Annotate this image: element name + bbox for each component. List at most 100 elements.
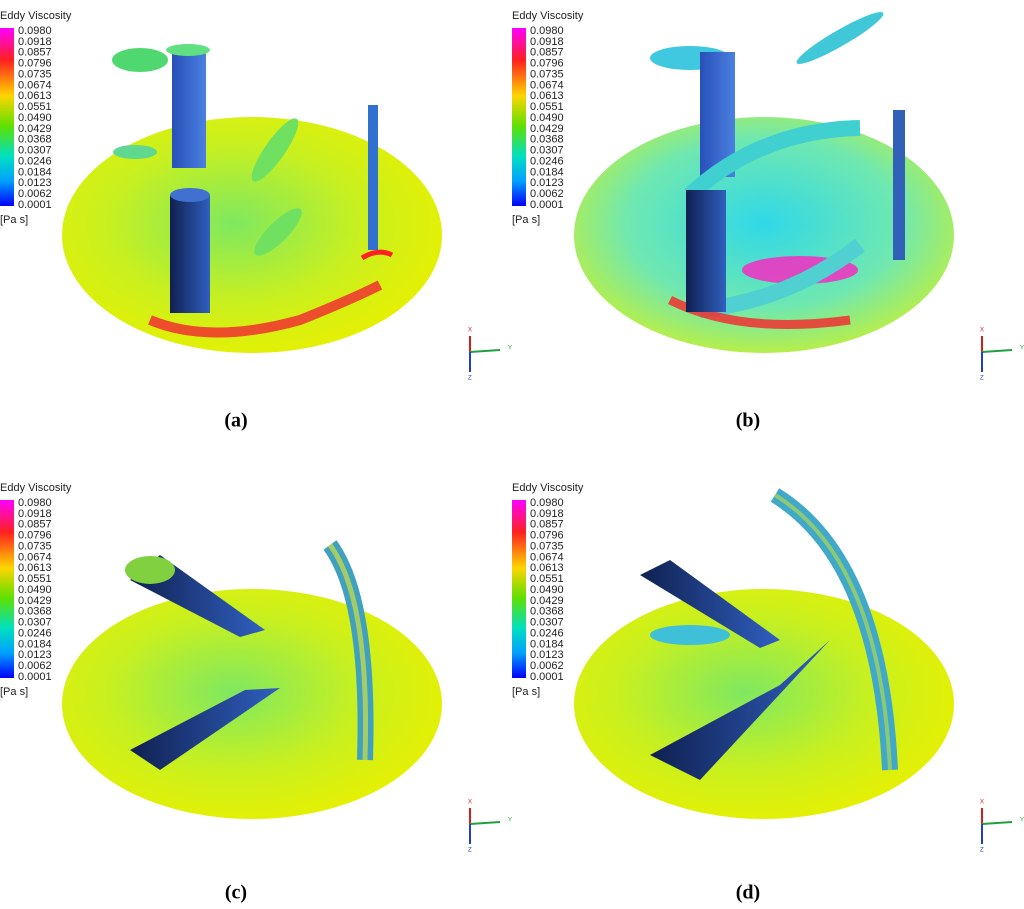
axis-label: X <box>468 800 472 806</box>
flow-structure <box>650 625 730 645</box>
legend-label: 0.0735 <box>18 68 52 80</box>
legend-unit: [Pa s] <box>0 214 28 226</box>
flow-structure <box>170 195 210 313</box>
caption: (a) <box>224 410 247 432</box>
legend-label: 0.0123 <box>18 177 52 189</box>
disc <box>574 117 954 353</box>
legend-label: 0.0796 <box>18 530 52 542</box>
legend-label: 0.0613 <box>530 90 564 102</box>
legend-label: 0.0674 <box>18 79 52 91</box>
legend-title: Eddy Viscosity <box>0 482 72 494</box>
legend-label: 0.0980 <box>18 25 52 37</box>
legend-label: 0.0429 <box>530 595 564 607</box>
flow-structure <box>796 12 884 64</box>
panel: Eddy Viscosity0.09800.09180.08570.07960.… <box>0 10 512 432</box>
legend-label: 0.0429 <box>18 595 52 607</box>
flow-structure <box>254 208 302 256</box>
legend-label: 0.0001 <box>530 199 564 211</box>
disc <box>62 117 442 353</box>
legend-label: 0.0918 <box>530 36 564 48</box>
legend-label: 0.0796 <box>530 58 564 70</box>
panel: Eddy Viscosity0.09800.09180.08570.07960.… <box>512 10 1024 432</box>
color-bar <box>0 28 14 206</box>
legend-label: 0.0307 <box>530 145 564 157</box>
legend-label: 0.0857 <box>18 47 52 59</box>
legend-label: 0.0613 <box>530 562 564 574</box>
flow-structure <box>172 48 206 168</box>
axis-label: Z <box>468 376 472 382</box>
color-bar <box>512 28 526 206</box>
legend-title: Eddy Viscosity <box>512 482 584 494</box>
caption: (b) <box>736 410 760 432</box>
legend-label: 0.0184 <box>530 166 564 178</box>
legend-label: 0.0674 <box>530 79 564 91</box>
legend-title: Eddy Viscosity <box>0 10 72 22</box>
legend-label: 0.0613 <box>18 562 52 574</box>
legend-label: 0.0796 <box>18 58 52 70</box>
legend-label: 0.0857 <box>18 519 52 531</box>
flow-structure <box>368 105 378 250</box>
legend-label: 0.0551 <box>18 101 52 113</box>
legend-title: Eddy Viscosity <box>512 10 584 22</box>
axis-label: Z <box>980 376 984 382</box>
legend-label: 0.0918 <box>530 508 564 520</box>
legend-label: 0.0735 <box>530 540 564 552</box>
legend-label: 0.0551 <box>530 101 564 113</box>
legend-label: 0.0490 <box>530 112 564 124</box>
legend-label: 0.0674 <box>530 551 564 563</box>
legend-label: 0.0429 <box>530 123 564 135</box>
legend-label: 0.0307 <box>18 145 52 157</box>
caption: (c) <box>225 882 247 904</box>
axis-label: X <box>468 328 472 334</box>
legend-label: 0.0001 <box>18 671 52 683</box>
flow-structure <box>170 188 210 202</box>
legend-label: 0.0246 <box>18 155 52 167</box>
legend-label: 0.0490 <box>18 112 52 124</box>
legend-label: 0.0246 <box>18 627 52 639</box>
legend-label: 0.0857 <box>530 519 564 531</box>
flow-structure <box>130 688 280 770</box>
flow-structure <box>327 543 369 761</box>
legend-label: 0.0918 <box>18 508 52 520</box>
legend-label: 0.0062 <box>18 188 52 200</box>
axis-label: Z <box>980 848 984 854</box>
legend-label: 0.0368 <box>530 134 564 146</box>
panel-local: Eddy Viscosity0.09800.09180.08570.07960.… <box>512 10 1024 432</box>
legend-label: 0.0123 <box>530 177 564 189</box>
panel: Eddy Viscosity0.09800.09180.08570.07960.… <box>512 482 1024 904</box>
flow-structure <box>684 120 861 201</box>
axis-y <box>981 349 1013 353</box>
legend-label: 0.0368 <box>530 606 564 618</box>
legend-label: 0.0735 <box>530 68 564 80</box>
legend-label: 0.0062 <box>18 660 52 672</box>
legend-label: 0.0368 <box>18 134 52 146</box>
legend-label: 0.0001 <box>530 671 564 683</box>
legend-unit: [Pa s] <box>512 214 540 226</box>
legend-label: 0.0980 <box>18 497 52 509</box>
legend-label: 0.0857 <box>530 47 564 59</box>
legend-label: 0.0001 <box>18 199 52 211</box>
caption: (d) <box>736 882 760 904</box>
flow-structure <box>251 118 299 182</box>
legend-label: 0.0368 <box>18 606 52 618</box>
legend-label: 0.0796 <box>530 530 564 542</box>
flow-structure <box>125 556 175 584</box>
legend-label: 0.0490 <box>18 584 52 596</box>
legend-label: 0.0184 <box>18 166 52 178</box>
legend-label: 0.0551 <box>18 573 52 585</box>
legend-unit: [Pa s] <box>0 686 28 698</box>
legend-label: 0.0307 <box>18 617 52 629</box>
flow-structure <box>650 640 830 780</box>
flow-structure <box>686 190 726 312</box>
flow-structure <box>640 560 780 648</box>
axis-label: Y <box>508 818 512 824</box>
legend-unit: [Pa s] <box>512 686 540 698</box>
axis-label: X <box>980 800 984 806</box>
axis-y <box>469 349 501 353</box>
legend-label: 0.0674 <box>18 551 52 563</box>
legend-label: 0.0246 <box>530 155 564 167</box>
legend-label: 0.0429 <box>18 123 52 135</box>
flow-structure <box>148 280 383 338</box>
